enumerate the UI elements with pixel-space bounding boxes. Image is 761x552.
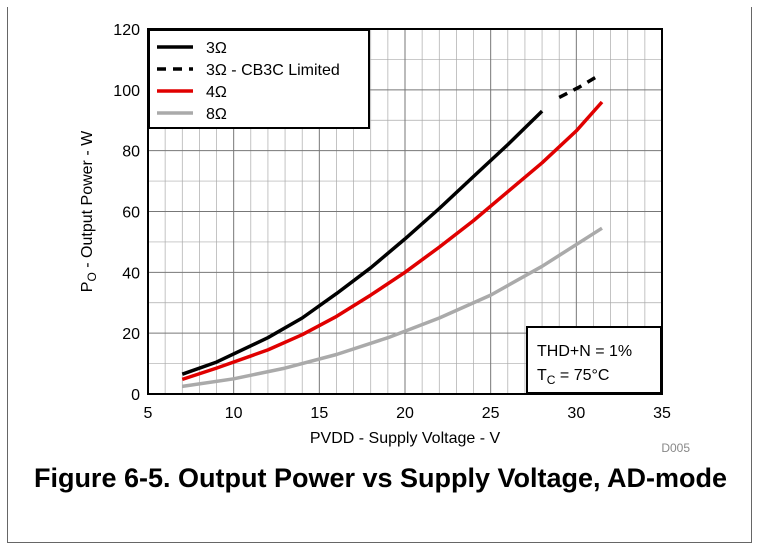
legend: 3Ω 3Ω - CB3C Limited 4Ω 8Ω [148, 29, 370, 129]
legend-label-2: 4Ω [206, 84, 227, 101]
y-tick-label: 120 [113, 22, 140, 39]
output-power-chart: 5 10 15 20 25 30 35 0 20 40 60 80 100 120 PVDD - Sup… [79, 22, 690, 455]
y-axis-label-sub: O [85, 272, 99, 281]
annotation-temp: TC = 75°C [537, 367, 609, 387]
figure-frame [7, 7, 752, 543]
x-tick-label: 10 [225, 405, 243, 422]
x-tick-label: 15 [310, 405, 328, 422]
legend-label-1: 3Ω - CB3C Limited [206, 62, 340, 79]
series-line-3 [182, 226, 603, 389]
series-layer [181, 73, 604, 389]
y-tick-label: 100 [113, 83, 140, 100]
legend-label-3: 8Ω [206, 106, 227, 123]
x-tick-label: 35 [653, 405, 671, 422]
x-tick-label: 30 [567, 405, 585, 422]
annotation-temp-main: T [537, 367, 547, 384]
legend-label-0: 3Ω [206, 40, 227, 57]
y-tick-label: 0 [131, 387, 140, 404]
condition-annotation: THD+N = 1% TC = 75°C [526, 326, 662, 394]
y-axis-label-rest: - Output Power - W [79, 130, 96, 272]
y-tick-labels: 0 20 40 60 80 100 120 [113, 22, 140, 404]
figure-caption: Figure 6-5. Output Power vs Supply Volta… [33, 463, 728, 493]
x-tick-label: 5 [144, 405, 153, 422]
annotation-box [526, 326, 662, 394]
y-axis-label: PO - Output Power - W [79, 130, 99, 292]
y-tick-label: 60 [122, 205, 140, 222]
figure-code: D005 [661, 441, 690, 455]
x-tick-label: 20 [396, 405, 414, 422]
y-tick-label: 40 [122, 265, 140, 282]
y-tick-label: 80 [122, 144, 140, 161]
annotation-thd: THD+N = 1% [537, 343, 632, 360]
series-line-0 [181, 109, 544, 376]
series-line-1 [558, 73, 602, 99]
annotation-temp-rest: = 75°C [555, 367, 609, 384]
x-tick-label: 25 [482, 405, 500, 422]
x-axis-label: PVDD - Supply Voltage - V [310, 430, 501, 447]
series-line-2 [181, 100, 604, 382]
y-tick-label: 20 [122, 326, 140, 343]
plot-border [147, 28, 663, 395]
y-axis-label-main: P [79, 282, 96, 293]
x-tick-labels: 5 10 15 20 25 30 35 [144, 405, 671, 422]
annotation-temp-sub: C [547, 373, 556, 387]
